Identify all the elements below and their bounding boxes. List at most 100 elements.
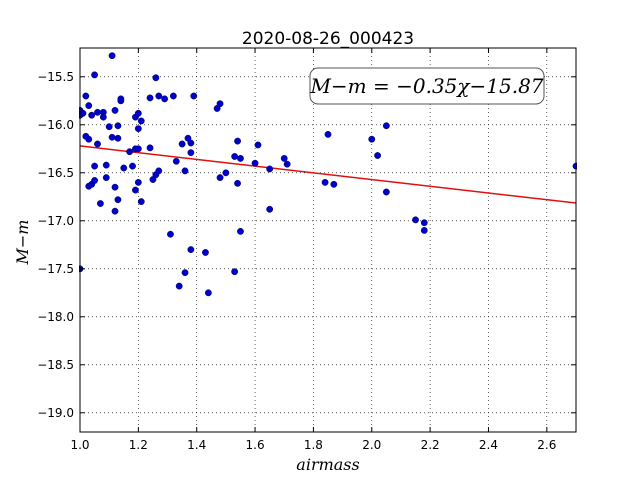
data-point: [190, 92, 198, 100]
data-point: [102, 174, 110, 182]
x-tick-label: 1.8: [304, 438, 323, 452]
x-tick-label: 1.4: [187, 438, 206, 452]
fit-line: [79, 145, 577, 204]
y-tick-label: −16.5: [37, 166, 74, 180]
data-point: [234, 179, 241, 187]
data-point: [134, 109, 142, 117]
data-point: [330, 180, 338, 188]
data-point: [175, 282, 183, 290]
x-tick-label: 2.6: [537, 438, 556, 452]
data-point: [146, 144, 154, 152]
data-point: [108, 52, 116, 60]
data-point: [91, 71, 98, 79]
data-point: [117, 95, 125, 103]
data-point: [91, 162, 98, 170]
data-point: [82, 92, 90, 100]
fit-line-layer: [79, 145, 577, 204]
data-point: [134, 125, 142, 133]
data-point: [134, 178, 142, 186]
plot-area-frame: [79, 47, 577, 433]
data-point: [321, 178, 329, 186]
data-point: [129, 162, 136, 170]
data-point: [85, 135, 93, 143]
axis-ticks: 1.0 1.2 1.4 1.6 1.8 2.0 2.2 2.4 2.6 −15.5 −16.0 −16…: [37, 48, 576, 452]
annotation-text: M−m = −0.35χ−15.87: [309, 74, 543, 98]
data-point: [374, 152, 381, 159]
data-point: [111, 107, 119, 114]
data-point: [120, 164, 128, 172]
data-point: [132, 186, 139, 194]
data-point: [105, 123, 113, 131]
data-point: [266, 165, 274, 173]
data-point: [111, 207, 119, 215]
x-axis-label: airmass: [296, 455, 359, 474]
data-point: [155, 167, 163, 175]
data-point: [187, 246, 195, 254]
y-tick-label: −15.5: [37, 70, 74, 84]
x-tick-label: 1.6: [246, 438, 265, 452]
data-point: [134, 145, 142, 153]
data-point: [94, 140, 101, 148]
data-point: [126, 148, 134, 156]
data-point: [231, 268, 239, 276]
data-point: [181, 167, 189, 175]
data-point: [412, 216, 419, 224]
data-point: [216, 100, 224, 108]
data-point: [169, 92, 177, 100]
data-point: [99, 113, 107, 121]
data-point: [280, 154, 288, 162]
data-point: [237, 154, 244, 162]
data-point: [161, 95, 169, 103]
data-point: [204, 289, 212, 297]
data-point: [420, 226, 428, 234]
data-point: [382, 122, 390, 130]
data-point: [114, 196, 122, 204]
x-tick-label: 2.4: [479, 438, 498, 452]
data-point: [181, 269, 189, 277]
data-point: [91, 177, 98, 184]
x-tick-label: 1.2: [129, 438, 148, 452]
x-tick-label: 2.0: [362, 438, 381, 452]
data-point: [137, 198, 145, 206]
y-tick-label: −18.5: [37, 358, 74, 372]
data-point: [254, 141, 262, 149]
data-point: [251, 159, 259, 167]
data-point: [111, 183, 119, 191]
data-point: [222, 169, 230, 177]
data-point: [420, 219, 428, 227]
data-point: [234, 137, 241, 145]
equation-annotation: M−m = −0.35χ−15.87: [309, 67, 545, 105]
y-axis-label: M−m: [13, 220, 32, 266]
data-point: [108, 133, 116, 141]
data-point: [85, 102, 93, 110]
data-points: [79, 52, 577, 297]
x-tick-label: 1.0: [70, 438, 89, 452]
data-point: [94, 108, 101, 116]
data-point: [172, 157, 180, 165]
data-point: [137, 117, 145, 125]
data-point: [266, 205, 274, 213]
chart-title: 2020-08-26_000423: [242, 29, 414, 49]
data-point: [237, 227, 244, 235]
y-tick-label: −18.0: [37, 310, 74, 324]
data-point: [202, 249, 209, 256]
data-point: [97, 200, 104, 207]
data-point: [114, 134, 122, 142]
data-point: [283, 160, 291, 168]
y-tick-label: −19.0: [37, 406, 74, 420]
gridlines: [79, 48, 576, 432]
y-tick-label: −16.0: [37, 118, 74, 132]
data-point: [79, 109, 87, 117]
data-point: [187, 139, 195, 147]
x-tick-label: 2.2: [421, 438, 440, 452]
data-point: [216, 174, 224, 182]
data-point: [187, 149, 195, 157]
data-point: [102, 161, 110, 169]
data-point: [231, 153, 239, 160]
data-point: [178, 140, 186, 148]
data-point: [368, 135, 376, 143]
y-tick-label: −17.5: [37, 262, 74, 276]
annotation-box: [309, 67, 545, 105]
